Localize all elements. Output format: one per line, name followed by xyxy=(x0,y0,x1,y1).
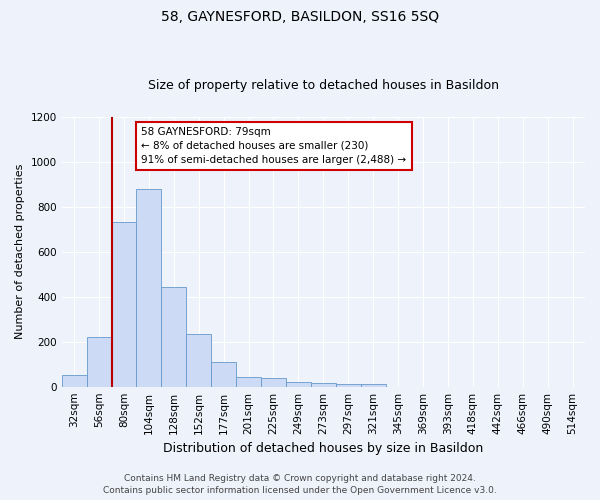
Bar xyxy=(161,286,186,386)
Bar xyxy=(62,376,86,386)
Bar xyxy=(361,384,386,386)
Text: Contains HM Land Registry data © Crown copyright and database right 2024.
Contai: Contains HM Land Registry data © Crown c… xyxy=(103,474,497,495)
Title: Size of property relative to detached houses in Basildon: Size of property relative to detached ho… xyxy=(148,79,499,92)
Text: 58, GAYNESFORD, BASILDON, SS16 5SQ: 58, GAYNESFORD, BASILDON, SS16 5SQ xyxy=(161,10,439,24)
Bar xyxy=(336,384,361,386)
Bar xyxy=(236,376,261,386)
Bar xyxy=(136,189,161,386)
Bar xyxy=(211,362,236,386)
Bar xyxy=(311,384,336,386)
X-axis label: Distribution of detached houses by size in Basildon: Distribution of detached houses by size … xyxy=(163,442,484,455)
Bar xyxy=(186,334,211,386)
Bar xyxy=(86,337,112,386)
Bar xyxy=(261,378,286,386)
Y-axis label: Number of detached properties: Number of detached properties xyxy=(15,164,25,340)
Text: 58 GAYNESFORD: 79sqm
← 8% of detached houses are smaller (230)
91% of semi-detac: 58 GAYNESFORD: 79sqm ← 8% of detached ho… xyxy=(142,127,407,165)
Bar xyxy=(112,222,136,386)
Bar xyxy=(286,382,311,386)
